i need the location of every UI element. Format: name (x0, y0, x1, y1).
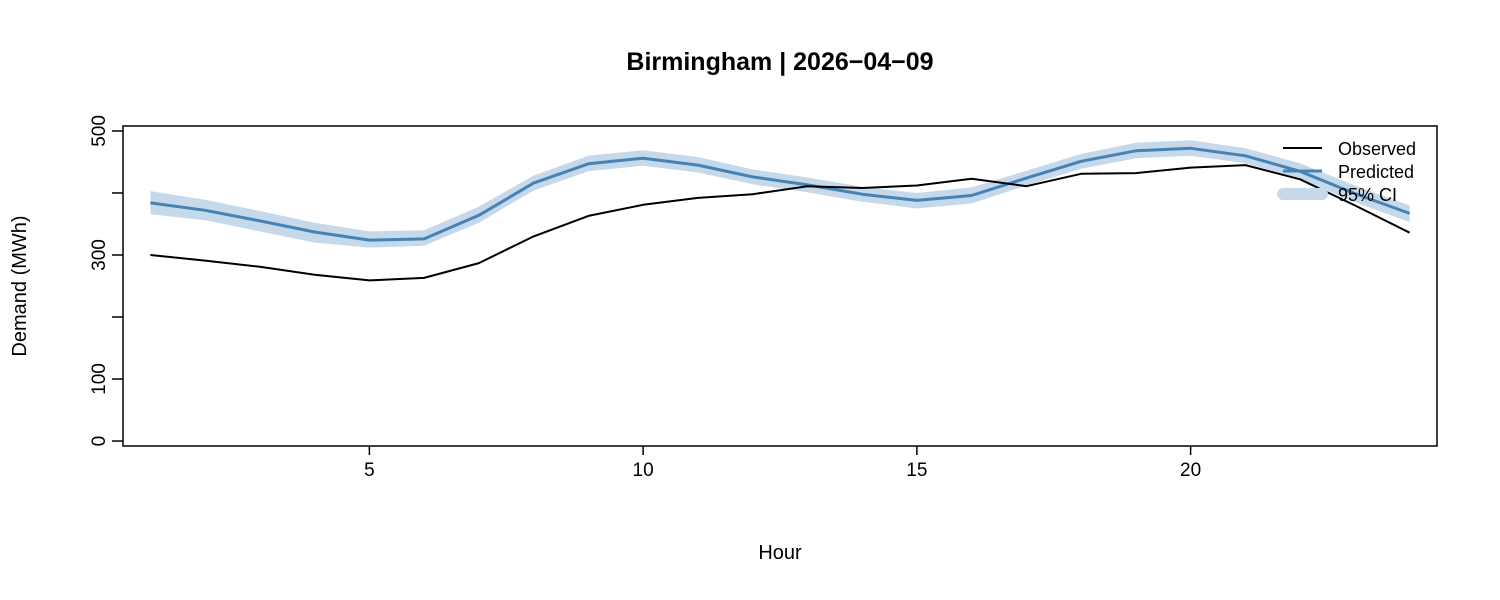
y-tick-label-300: 300 (89, 239, 110, 271)
x-tick-label-20: 20 (1180, 460, 1201, 481)
chart-title: Birmingham | 2026−04−09 (626, 48, 933, 76)
series-predicted-line (150, 146, 1411, 242)
y-tick-label-100: 100 (89, 363, 110, 395)
x-tick-label-5: 5 (364, 460, 375, 481)
series-layer (150, 140, 1411, 282)
y-axis-label: Demand (MWh) (9, 215, 31, 356)
y-tick-label-0: 0 (89, 436, 110, 447)
x-axis: 5 10 15 20 (364, 446, 1201, 481)
x-axis-label: Hour (758, 542, 802, 564)
series-observed-line (150, 164, 1411, 282)
legend-ci-label: 95% CI (1338, 185, 1397, 205)
x-tick-label-10: 10 (633, 460, 654, 481)
legend: Observed Predicted 95% CI (1277, 139, 1416, 205)
legend-predicted-label: Predicted (1338, 162, 1414, 182)
x-tick-label-15: 15 (906, 460, 927, 481)
y-axis: 0 100 300 500 (89, 115, 123, 446)
legend-observed-label: Observed (1338, 139, 1416, 159)
plot-area (122, 125, 1438, 447)
y-tick-label-500: 500 (89, 115, 110, 147)
ci-band (150, 140, 1410, 248)
